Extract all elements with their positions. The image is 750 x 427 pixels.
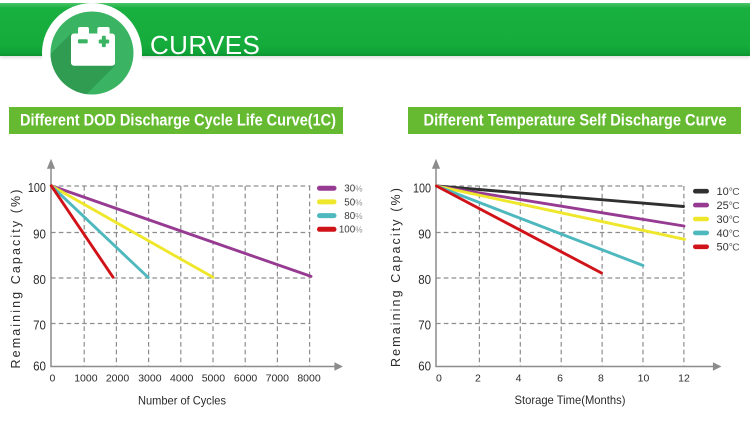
svg-text:%: % — [355, 185, 362, 194]
svg-text:90: 90 — [418, 227, 431, 242]
svg-text:100: 100 — [339, 225, 356, 236]
svg-text:Number of Cycles: Number of Cycles — [138, 393, 226, 407]
svg-text:60: 60 — [33, 359, 46, 374]
svg-text:100: 100 — [28, 180, 46, 195]
svg-text:100: 100 — [413, 181, 431, 196]
svg-text:%: % — [355, 212, 362, 221]
svg-text:Remaining Capacity (%): Remaining Capacity (%) — [389, 186, 403, 367]
svg-text:25°C: 25°C — [717, 200, 740, 212]
svg-text:6000: 6000 — [234, 372, 258, 384]
svg-text:2000: 2000 — [106, 372, 130, 384]
svg-text:1000: 1000 — [74, 372, 98, 384]
svg-text:12: 12 — [678, 372, 690, 384]
svg-text:Different DOD Discharge Cycle: Different DOD Discharge Cycle Life Curve… — [20, 110, 336, 129]
svg-text:%: % — [355, 198, 362, 207]
svg-text:10: 10 — [638, 372, 650, 384]
svg-text:4000: 4000 — [170, 372, 194, 384]
svg-text:60: 60 — [418, 359, 431, 374]
svg-text:3000: 3000 — [138, 372, 162, 384]
svg-text:4: 4 — [516, 372, 522, 384]
svg-text:30°C: 30°C — [717, 214, 740, 226]
svg-text:%: % — [355, 226, 362, 235]
svg-text:70: 70 — [33, 318, 46, 333]
svg-text:0: 0 — [436, 372, 442, 384]
svg-text:50°C: 50°C — [717, 242, 740, 254]
svg-text:40°C: 40°C — [717, 228, 740, 240]
svg-text:70: 70 — [418, 318, 431, 333]
svg-text:8: 8 — [598, 372, 604, 384]
svg-text:90: 90 — [33, 227, 46, 242]
svg-text:80: 80 — [33, 272, 46, 287]
svg-text:8000: 8000 — [297, 372, 321, 384]
svg-text:80: 80 — [344, 211, 355, 222]
svg-text:80: 80 — [418, 272, 431, 287]
svg-text:50: 50 — [344, 197, 355, 208]
svg-text:Remaining Capacity (%): Remaining Capacity (%) — [9, 188, 23, 369]
svg-text:2: 2 — [475, 372, 481, 384]
svg-text:0: 0 — [49, 372, 55, 384]
svg-text:7000: 7000 — [266, 372, 290, 384]
svg-text:5000: 5000 — [202, 372, 226, 384]
svg-text:30: 30 — [344, 184, 355, 195]
svg-text:10°C: 10°C — [717, 186, 740, 198]
svg-text:6: 6 — [557, 372, 563, 384]
svg-text:Different Temperature Self Dis: Different Temperature Self Discharge Cur… — [424, 110, 727, 129]
svg-text:Storage Time(Months): Storage Time(Months) — [515, 393, 626, 407]
